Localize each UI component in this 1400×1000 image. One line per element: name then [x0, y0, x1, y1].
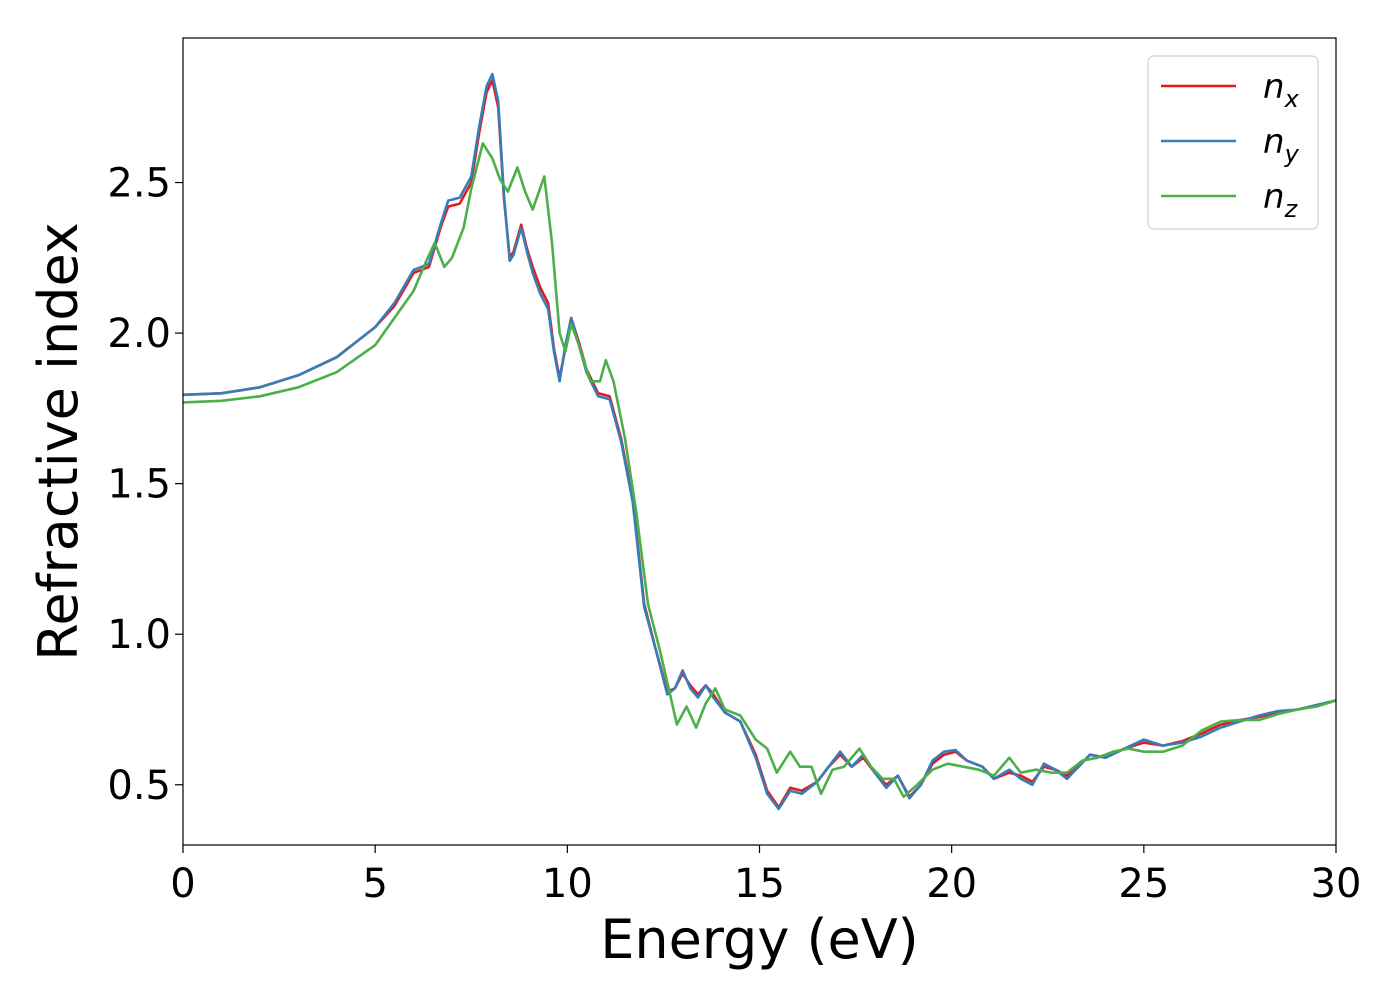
y-axis-ticks: 0.5 1.0 1.5 2.0 2.5 — [107, 161, 183, 809]
series-layer — [182, 72, 1337, 811]
x-tick-label: 10 — [542, 861, 593, 907]
series-line-nz — [182, 142, 1337, 799]
x-tick-label: 15 — [734, 861, 785, 907]
x-tick-label: 20 — [926, 861, 977, 907]
series-line-ny — [182, 72, 1337, 811]
y-tick-label: 1.5 — [107, 462, 171, 508]
legend-label-nx: nx — [1263, 67, 1300, 113]
y-tick-label: 1.0 — [107, 612, 171, 658]
x-axis-ticks: 0 5 10 15 20 25 30 — [170, 845, 1361, 907]
x-tick-label: 25 — [1118, 861, 1169, 907]
legend-box — [1147, 55, 1319, 230]
y-tick-label: 2.5 — [107, 161, 171, 207]
y-tick-label: 2.0 — [107, 311, 171, 357]
y-axis-title: Refractive index — [27, 222, 90, 661]
x-tick-label: 0 — [170, 861, 195, 907]
x-tick-label: 5 — [362, 861, 387, 907]
x-axis-title: Energy (eV) — [600, 908, 919, 971]
y-tick-label: 0.5 — [107, 763, 171, 809]
legend-label-ny: ny — [1263, 122, 1300, 168]
x-tick-label: 30 — [1311, 861, 1362, 907]
